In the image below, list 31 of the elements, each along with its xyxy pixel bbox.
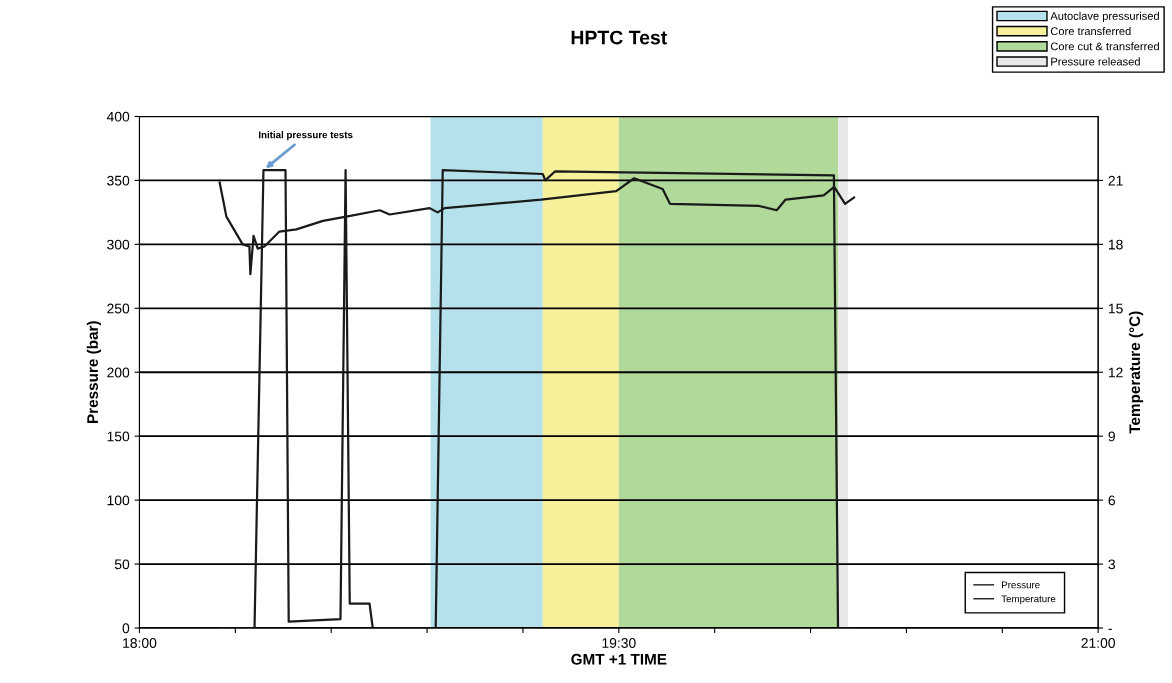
y2-axis-title: Temperature (°C) [1128,311,1144,434]
x-tick-label: 18:00 [123,638,157,648]
y-tick-label: 350 [107,175,130,186]
y2-tick-label: 3 [1108,559,1115,570]
y2-tick-label: 6 [1108,495,1115,506]
legend-label: Pressure [1002,581,1040,589]
y2-tick-label: 12 [1108,367,1123,378]
legend-label: Temperature [1001,595,1056,605]
legend-label: Autoclave pressurised [1050,11,1159,23]
legend-label: Core transferred [1050,26,1131,36]
x-tick-label: 21:00 [1081,638,1115,648]
legend-label: Pressure released [1051,57,1140,66]
y-tick-label: 50 [114,559,130,570]
y2-tick-label: 9 [1108,431,1115,442]
y-tick-label: 0 [122,623,130,634]
y-tick-label: 200 [107,367,130,378]
y-axis-title: Pressure (bar) [86,321,102,424]
y-tick-label: 100 [107,495,130,506]
y-tick-label: 150 [107,431,130,442]
y2-tick-label: 15 [1108,303,1123,314]
y-tick-label: 400 [106,111,130,122]
y2-tick-label: - [1108,628,1112,630]
y-tick-label: 250 [107,303,130,314]
legend-label: Core cut & transferred [1050,42,1159,51]
y2-tick-label: 21 [1108,175,1123,186]
y2-tick-label: 18 [1108,239,1123,250]
chart-title: HPTC Test [571,30,668,45]
x-axis-title: GMT +1 TIME [571,653,667,665]
annotation: Initial pressure tests [259,131,353,141]
x-tick-label: 19:30 [602,638,636,648]
y-tick-label: 300 [107,239,130,250]
